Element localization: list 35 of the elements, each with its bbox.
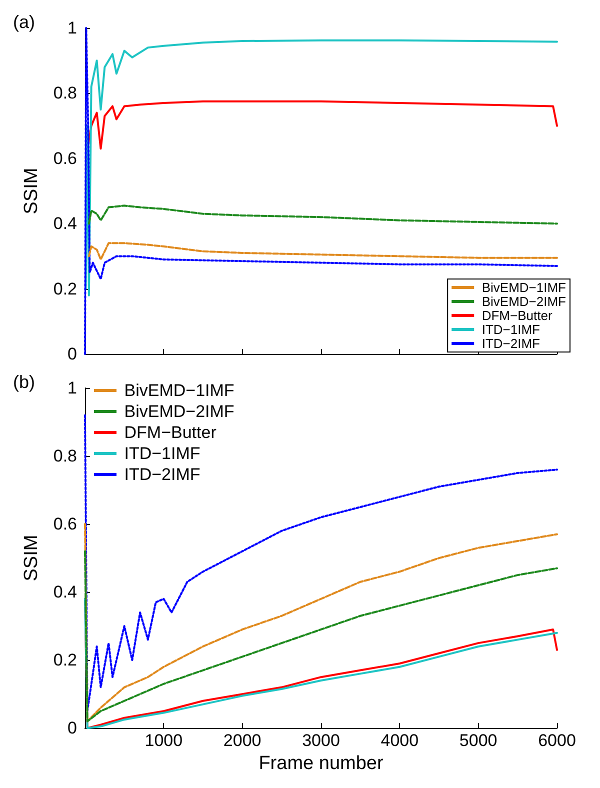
y-tick-label: 1: [68, 18, 77, 38]
y-tick-label: 0.8: [53, 446, 77, 466]
y-tick-label: 0.2: [53, 279, 77, 298]
legend-label: ITD−2IMF: [482, 336, 540, 351]
line-series: [88, 204, 558, 225]
legend-label: BivEMD−1IMF: [124, 381, 234, 400]
x-tick-label: 1000: [144, 731, 183, 750]
legend-label: DFM−Butter: [482, 308, 553, 323]
y-axis-title: SSIM: [21, 168, 42, 214]
x-tick-label: 3000: [302, 731, 340, 750]
y-tick-label: 0.8: [53, 84, 77, 103]
y-tick-label: 0.6: [53, 148, 77, 168]
x-axis-title: Frame number: [258, 753, 384, 774]
y-tick-label: 0.2: [53, 650, 77, 670]
y-tick-label: 0.4: [53, 214, 77, 234]
chart-title: (b): [13, 372, 35, 392]
legend-label: BivEMD−2IMF: [124, 402, 234, 421]
x-tick-label: 6000: [538, 731, 576, 750]
legend-label: BivEMD−1IMF: [482, 280, 566, 295]
legend-label: ITD−2IMF: [124, 465, 200, 484]
y-tick-label: 0: [68, 344, 77, 364]
legend-label: ITD−1IMF: [124, 444, 200, 463]
chart-title: (a): [13, 12, 35, 32]
y-tick-label: 0.6: [53, 514, 77, 534]
y-tick-label: 0.4: [53, 582, 77, 602]
x-tick-label: 5000: [459, 731, 498, 750]
x-tick-label: 2000: [223, 731, 262, 750]
y-axis-title: SSIM: [21, 534, 42, 582]
legend-label: BivEMD−2IMF: [482, 294, 566, 309]
y-tick-label: 0: [68, 718, 77, 738]
legend-label: ITD−1IMF: [482, 322, 540, 337]
legend-label: DFM−Butter: [124, 423, 217, 442]
line-series: [88, 242, 558, 260]
x-tick-label: 4000: [380, 731, 419, 750]
y-tick-label: 1: [68, 378, 77, 398]
